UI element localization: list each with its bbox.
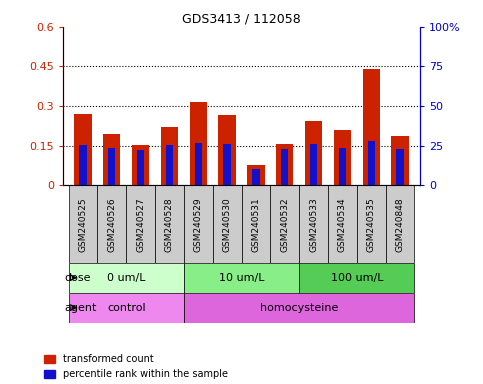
Bar <box>69 185 98 263</box>
Bar <box>310 144 317 185</box>
Bar <box>166 145 173 185</box>
Text: homocysteine: homocysteine <box>260 303 338 313</box>
Bar <box>79 145 86 185</box>
Bar <box>98 185 126 263</box>
Text: GSM240525: GSM240525 <box>78 197 87 252</box>
Text: GSM240535: GSM240535 <box>367 197 376 252</box>
Bar <box>195 142 202 185</box>
Bar <box>385 185 414 263</box>
Bar <box>339 147 346 185</box>
Text: GSM240526: GSM240526 <box>107 197 116 252</box>
Bar <box>242 185 270 263</box>
Bar <box>132 145 149 185</box>
Bar <box>397 149 404 185</box>
Text: GSM240527: GSM240527 <box>136 197 145 252</box>
Bar <box>276 144 293 185</box>
Bar <box>391 136 409 185</box>
Text: GSM240531: GSM240531 <box>252 197 260 252</box>
Bar <box>328 185 357 263</box>
Bar <box>224 144 231 185</box>
Text: agent: agent <box>64 303 97 313</box>
Bar <box>213 185 242 263</box>
Text: 0 um/L: 0 um/L <box>107 273 145 283</box>
Bar <box>334 130 351 185</box>
Bar <box>305 121 322 185</box>
Bar <box>74 114 92 185</box>
Text: 100 um/L: 100 um/L <box>330 273 383 283</box>
Text: GSM240529: GSM240529 <box>194 197 203 252</box>
Text: GSM240533: GSM240533 <box>309 197 318 252</box>
Bar <box>368 141 375 185</box>
Bar <box>299 185 328 263</box>
Bar <box>247 166 265 185</box>
Text: GSM240534: GSM240534 <box>338 197 347 252</box>
Bar <box>103 134 120 185</box>
Bar <box>270 185 299 263</box>
Bar <box>184 293 414 323</box>
Bar <box>184 185 213 263</box>
Bar <box>108 147 115 185</box>
Bar <box>69 263 184 293</box>
Bar <box>184 263 299 293</box>
Bar <box>281 149 288 185</box>
Bar <box>69 293 184 323</box>
Title: GDS3413 / 112058: GDS3413 / 112058 <box>182 13 301 26</box>
Bar <box>155 185 184 263</box>
Bar <box>357 185 385 263</box>
Text: GSM240528: GSM240528 <box>165 197 174 252</box>
Bar <box>190 102 207 185</box>
Text: GSM240532: GSM240532 <box>280 197 289 252</box>
Bar <box>218 115 236 185</box>
Bar <box>252 169 259 185</box>
Bar <box>137 150 144 185</box>
Bar <box>363 69 380 185</box>
Text: dose: dose <box>64 273 91 283</box>
Text: GSM240530: GSM240530 <box>223 197 231 252</box>
Text: GSM240848: GSM240848 <box>396 197 405 252</box>
Bar <box>299 263 414 293</box>
Bar <box>126 185 155 263</box>
Legend: transformed count, percentile rank within the sample: transformed count, percentile rank withi… <box>43 354 228 379</box>
Text: 10 um/L: 10 um/L <box>219 273 264 283</box>
Bar <box>161 127 178 185</box>
Text: control: control <box>107 303 145 313</box>
